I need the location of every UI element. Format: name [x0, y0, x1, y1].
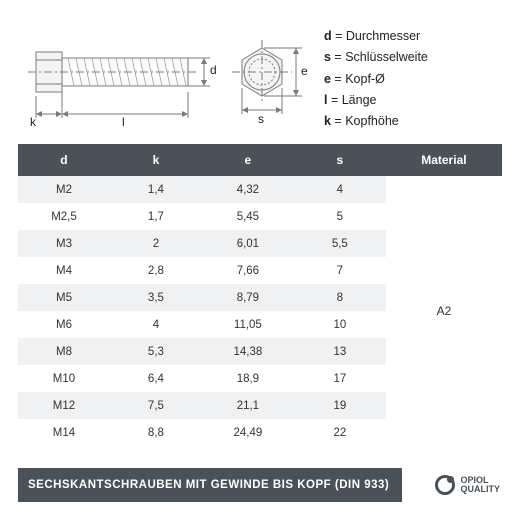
- cell-k: 1,7: [110, 203, 202, 230]
- cell-e: 8,79: [202, 284, 294, 311]
- cell-d: M2,5: [18, 203, 110, 230]
- cell-d: M5: [18, 284, 110, 311]
- col-material: Material: [386, 144, 502, 176]
- brand-text: OPIOL QUALITY: [461, 476, 501, 495]
- cell-k: 3,5: [110, 284, 202, 311]
- cell-k: 8,8: [110, 419, 202, 446]
- cell-k: 2,8: [110, 257, 202, 284]
- legend-desc: Schlüsselweite: [345, 50, 428, 64]
- cell-s: 13: [294, 338, 386, 365]
- cell-s: 10: [294, 311, 386, 338]
- cell-s: 22: [294, 419, 386, 446]
- legend-sym: s: [324, 50, 331, 64]
- legend-sym: k: [324, 114, 331, 128]
- brand-logo: OPIOL QUALITY: [402, 468, 502, 502]
- col-d: d: [18, 144, 110, 176]
- dimensions-table: d k e s Material M21,44,324A2M2,51,75,45…: [18, 144, 502, 446]
- table-body: M21,44,324A2M2,51,75,455M326,015,5M42,87…: [18, 176, 502, 446]
- cell-k: 7,5: [110, 392, 202, 419]
- legend-desc: Kopfhöhe: [345, 114, 399, 128]
- cell-s: 17: [294, 365, 386, 392]
- col-e: e: [202, 144, 294, 176]
- cell-d: M8: [18, 338, 110, 365]
- legend-row: l = Länge: [324, 90, 502, 111]
- legend-desc: Kopf-Ø: [345, 72, 385, 86]
- cell-e: 4,32: [202, 176, 294, 203]
- cell-s: 5,5: [294, 230, 386, 257]
- cell-d: M4: [18, 257, 110, 284]
- dim-e: e: [301, 64, 308, 78]
- top-region: d k l e s d = Durchmesser s = Schlüsselw…: [18, 18, 502, 130]
- legend-row: d = Durchmesser: [324, 26, 502, 47]
- footer: SECHSKANTSCHRAUBEN MIT GEWINDE BIS KOPF …: [18, 468, 502, 502]
- cell-s: 4: [294, 176, 386, 203]
- cell-e: 6,01: [202, 230, 294, 257]
- cell-e: 18,9: [202, 365, 294, 392]
- dim-l: l: [122, 115, 125, 129]
- cell-e: 21,1: [202, 392, 294, 419]
- legend-row: k = Kopfhöhe: [324, 111, 502, 132]
- cell-s: 5: [294, 203, 386, 230]
- col-k: k: [110, 144, 202, 176]
- cell-s: 8: [294, 284, 386, 311]
- legend-desc: Durchmesser: [346, 29, 420, 43]
- cell-e: 7,66: [202, 257, 294, 284]
- cell-d: M10: [18, 365, 110, 392]
- cell-k: 5,3: [110, 338, 202, 365]
- legend-row: e = Kopf-Ø: [324, 69, 502, 90]
- table-row: M21,44,324A2: [18, 176, 502, 203]
- cell-e: 5,45: [202, 203, 294, 230]
- table-header-row: d k e s Material: [18, 144, 502, 176]
- cell-s: 7: [294, 257, 386, 284]
- cell-d: M12: [18, 392, 110, 419]
- legend-sym: d: [324, 29, 332, 43]
- dim-s: s: [258, 112, 264, 126]
- cell-k: 6,4: [110, 365, 202, 392]
- cell-k: 4: [110, 311, 202, 338]
- legend-row: s = Schlüsselweite: [324, 47, 502, 68]
- cell-k: 2: [110, 230, 202, 257]
- bolt-diagram-svg: d k l e s: [18, 18, 308, 130]
- legend-sym: e: [324, 72, 331, 86]
- logo-circle-icon: [435, 475, 455, 495]
- cell-s: 19: [294, 392, 386, 419]
- cell-e: 24,49: [202, 419, 294, 446]
- brand-line2: QUALITY: [461, 485, 501, 494]
- dim-d: d: [210, 63, 217, 77]
- dimension-legend: d = Durchmesser s = Schlüsselweite e = K…: [318, 18, 502, 130]
- material-cell: A2: [386, 176, 502, 446]
- footer-title: SECHSKANTSCHRAUBEN MIT GEWINDE BIS KOPF …: [28, 479, 389, 491]
- cell-e: 14,38: [202, 338, 294, 365]
- legend-desc: Länge: [342, 93, 377, 107]
- cell-d: M3: [18, 230, 110, 257]
- col-s: s: [294, 144, 386, 176]
- cell-e: 11,05: [202, 311, 294, 338]
- cell-d: M6: [18, 311, 110, 338]
- technical-drawing: d k l e s: [18, 18, 308, 130]
- dim-k: k: [30, 115, 37, 129]
- cell-d: M14: [18, 419, 110, 446]
- cell-k: 1,4: [110, 176, 202, 203]
- cell-d: M2: [18, 176, 110, 203]
- footer-title-bar: SECHSKANTSCHRAUBEN MIT GEWINDE BIS KOPF …: [18, 468, 402, 502]
